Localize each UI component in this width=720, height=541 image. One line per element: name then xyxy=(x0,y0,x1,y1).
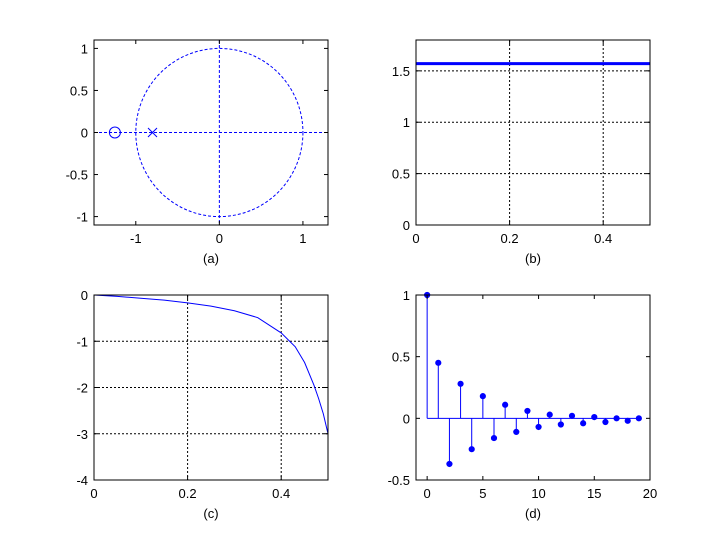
x-tick-label: 0.2 xyxy=(179,486,197,501)
subplot-c: 0 0.2 0.4 -4 -3 -2 -1 0 (c) xyxy=(76,288,329,521)
x-axis-label: (c) xyxy=(203,506,218,521)
stem-marker xyxy=(546,411,553,418)
stem-marker xyxy=(613,415,620,422)
y-tick-label: 0.5 xyxy=(70,83,88,98)
y-tick-label: 1 xyxy=(403,115,410,130)
y-tick-label: 0 xyxy=(403,411,410,426)
x-tick-label: 15 xyxy=(587,486,601,501)
y-tick-label: -1 xyxy=(76,210,88,225)
y-tick-label: -3 xyxy=(76,427,88,442)
y-tick-label: -4 xyxy=(76,473,88,488)
y-tick-label: 0.5 xyxy=(392,350,410,365)
x-tick-label: 1 xyxy=(299,231,306,246)
stem-marker xyxy=(568,412,576,419)
stem-marker xyxy=(435,359,442,366)
stem-marker xyxy=(580,420,587,427)
x-tick-label: 0.4 xyxy=(594,231,612,246)
pole-marker xyxy=(147,127,158,138)
stem-marker xyxy=(479,393,486,400)
axes-box xyxy=(415,294,651,481)
x-tick-label: -1 xyxy=(130,231,142,246)
subplot-b: 0 0.2 0.4 0 0.5 1 1.5 (b) xyxy=(392,39,651,266)
y-tick-label: 1 xyxy=(403,288,410,303)
x-tick-label: 0.2 xyxy=(501,231,519,246)
y-tick-label: 0 xyxy=(81,126,88,141)
stem-marker xyxy=(557,421,564,428)
y-tick-label: 1.5 xyxy=(392,64,410,79)
x-tick-label: 0 xyxy=(90,486,97,501)
stem-marker xyxy=(624,417,631,424)
y-tick-label: -1 xyxy=(76,334,88,349)
stem-marker xyxy=(591,414,598,421)
x-tick-label: 5 xyxy=(479,486,486,501)
y-tick-label: -2 xyxy=(76,381,88,396)
y-tick-label: 1 xyxy=(81,41,88,56)
stem-marker xyxy=(513,428,520,435)
stem-marker xyxy=(457,380,464,387)
zero-marker xyxy=(108,126,121,139)
y-tick-label: -0.5 xyxy=(388,473,410,488)
y-tick-label: 0 xyxy=(81,288,88,303)
stem-marker xyxy=(446,460,453,468)
stem-marker xyxy=(468,446,475,453)
stem-marker xyxy=(535,423,542,431)
stem-marker xyxy=(502,401,509,408)
subplot-a: -1 0 1 -1 -0.5 0 0.5 1 (a) xyxy=(66,39,329,266)
y-tick-label: -0.5 xyxy=(66,168,88,183)
stem-marker xyxy=(524,407,531,415)
x-axis-label: (d) xyxy=(525,506,541,521)
x-axis-label: (b) xyxy=(525,251,541,266)
x-axis-label: (a) xyxy=(203,251,219,266)
stem-marker xyxy=(490,434,498,442)
x-tick-label: 0 xyxy=(412,231,419,246)
y-tick-label: 0 xyxy=(403,218,410,233)
stem-marker xyxy=(635,415,642,422)
x-tick-label: 0 xyxy=(424,486,431,501)
axes-box xyxy=(415,39,651,226)
y-tick-label: 0.5 xyxy=(392,167,410,182)
x-tick-label: 0 xyxy=(216,231,223,246)
stem-marker xyxy=(602,418,609,426)
x-tick-label: 20 xyxy=(643,486,657,501)
series-line xyxy=(93,294,329,434)
x-tick-label: 0.4 xyxy=(272,486,290,501)
x-tick-label: 10 xyxy=(531,486,545,501)
subplot-d: 0 5 10 15 20 -0.5 0 0.5 1 (d) xyxy=(388,288,658,521)
